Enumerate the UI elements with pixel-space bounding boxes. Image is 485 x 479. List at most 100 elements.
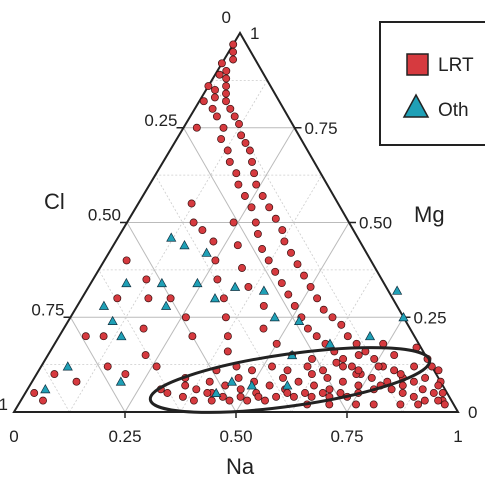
tick-label-mg: 0 <box>468 403 477 422</box>
lrt-point <box>241 138 250 147</box>
lrt-point <box>222 89 230 98</box>
oth-point <box>282 380 293 390</box>
lrt-point <box>287 248 295 257</box>
lrt-point <box>339 354 348 363</box>
oth-point <box>392 285 403 295</box>
oth-point <box>269 312 280 322</box>
lrt-point <box>271 267 280 276</box>
lrt-point <box>39 396 47 405</box>
lrt-point <box>210 93 219 102</box>
lrt-point <box>229 48 238 56</box>
lrt-point <box>374 362 383 371</box>
lrt-point <box>306 282 315 291</box>
oth-point <box>115 376 126 386</box>
lrt-point <box>142 275 151 284</box>
grid-line-cl <box>41 364 70 413</box>
lrt-point <box>247 203 256 212</box>
lrt-point <box>294 377 303 386</box>
lrt-point <box>370 354 379 363</box>
lrt-point <box>248 157 256 166</box>
grid-line-cl <box>154 174 292 413</box>
lrt-point <box>250 169 259 178</box>
lrt-point <box>352 400 360 409</box>
lrt-point <box>440 400 449 409</box>
lrt-point <box>258 192 267 200</box>
lrt-point <box>421 373 430 382</box>
oth-point <box>107 315 118 325</box>
lrt-point <box>438 389 447 397</box>
lrt-point <box>278 226 287 235</box>
oth-point <box>294 315 305 325</box>
lrt-point <box>337 320 346 329</box>
lrt-point <box>409 377 418 386</box>
lrt-point <box>268 362 276 371</box>
lrt-point <box>409 392 418 401</box>
lrt-point <box>236 385 245 394</box>
lrt-point <box>103 362 112 371</box>
lrt-point <box>354 366 363 375</box>
lrt-point <box>144 294 153 303</box>
oth-point <box>179 240 190 250</box>
lrt-point <box>221 313 230 322</box>
grid-line-cl <box>98 269 181 413</box>
lrt-point <box>252 180 261 189</box>
lrt-point <box>181 381 190 390</box>
lrt-point <box>410 362 419 371</box>
oth-point <box>40 384 51 394</box>
lrt-point <box>254 392 263 401</box>
grid-line-na <box>291 269 377 413</box>
lrt-point <box>192 385 201 394</box>
lrt-point <box>339 362 347 371</box>
lrt-point <box>219 123 228 132</box>
oth-point <box>211 387 222 397</box>
lrt-point <box>300 271 308 280</box>
lrt-point <box>212 112 221 121</box>
tick-label-na: 1 <box>453 427 462 446</box>
lrt-point <box>245 146 254 155</box>
lrt-point <box>230 112 239 121</box>
lrt-point <box>283 389 292 397</box>
lrt-point <box>354 381 363 390</box>
tick-label-cl: 0.75 <box>31 300 64 319</box>
lrt-point <box>307 392 316 401</box>
lrt-point <box>122 256 131 265</box>
lrt-point <box>199 97 208 106</box>
lrt-point <box>277 279 286 288</box>
oth-point <box>226 376 237 386</box>
lrt-point <box>203 389 212 397</box>
tick-label-cl: 0.25 <box>144 111 177 130</box>
lrt-point <box>434 366 443 375</box>
lrt-point <box>222 66 231 75</box>
lrt-point <box>279 373 287 382</box>
lrt-point <box>289 392 298 401</box>
legend-triangle-icon <box>402 93 430 118</box>
lrt-point <box>284 290 293 299</box>
lrt-point <box>198 226 207 235</box>
lrt-point <box>217 59 226 68</box>
lrt-point <box>318 389 327 397</box>
legend-square-icon <box>406 53 429 76</box>
oth-point <box>156 277 167 288</box>
axis-title-cl: Cl <box>44 189 65 214</box>
lrt-point <box>429 389 438 397</box>
lrt-point <box>248 366 256 375</box>
lrt-point <box>223 146 232 155</box>
tick-label-cl: 0 <box>222 8 231 27</box>
oth-point <box>116 330 127 341</box>
lrt-point <box>307 370 316 379</box>
legend: LRT Oth <box>379 21 485 146</box>
lrt-point <box>303 324 312 333</box>
lrt-point <box>189 218 198 227</box>
lrt-point <box>236 392 245 401</box>
lrt-point <box>219 294 228 303</box>
grid-line-na <box>402 364 432 413</box>
data-points <box>30 40 449 409</box>
lrt-point <box>30 389 39 397</box>
lrt-point <box>234 180 243 189</box>
lrt-point <box>189 396 198 405</box>
axis-title-mg: Mg <box>414 202 445 227</box>
lrt-point <box>223 332 232 341</box>
lrt-point <box>280 237 289 246</box>
lrt-point <box>213 275 222 284</box>
lrt-point <box>319 366 327 375</box>
